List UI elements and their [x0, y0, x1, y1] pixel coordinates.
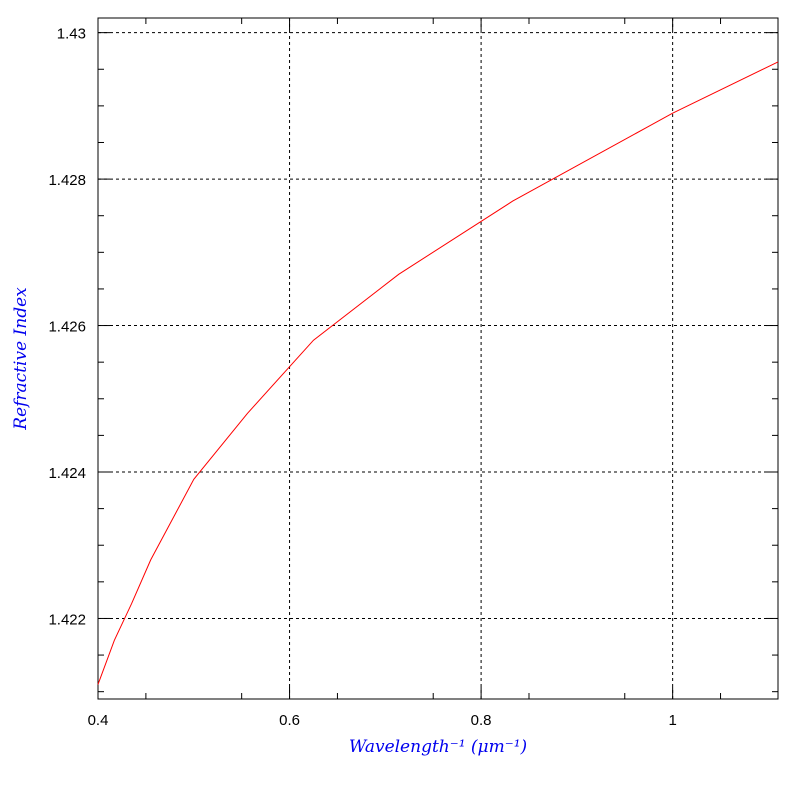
axis-ticks [97, 18, 778, 699]
x-tick-label: 0.4 [88, 712, 109, 729]
series-group [97, 61, 779, 685]
y-tick-label: 1.428 [48, 172, 86, 189]
series-line [97, 61, 779, 685]
y-axis-label: Refractive Index [11, 287, 31, 431]
tick-labels: 0.4 0.6 0.8 1 1.422 1.424 1.426 1.428 1.43 [48, 26, 676, 729]
x-tick-label: 0.8 [471, 712, 492, 729]
y-tick-label: 1.424 [48, 465, 86, 482]
y-tick-label: 1.426 [48, 319, 86, 336]
x-tick-label: 0.6 [279, 712, 300, 729]
x-axis-label: Wavelength⁻¹ (μm⁻¹) [349, 737, 527, 757]
y-tick-label: 1.422 [48, 611, 86, 628]
grid-lines [98, 18, 778, 699]
plot-frame [97, 17, 779, 700]
y-tick-label: 1.43 [57, 26, 86, 43]
x-tick-label: 1 [668, 712, 676, 729]
